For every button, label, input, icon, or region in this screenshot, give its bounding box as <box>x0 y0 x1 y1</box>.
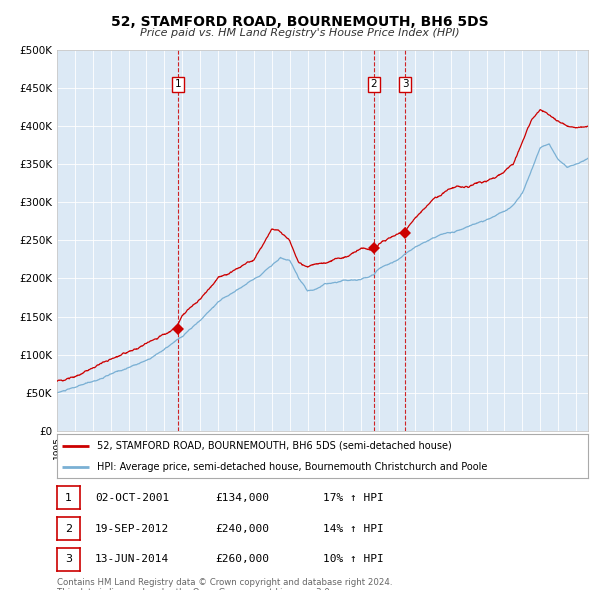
Text: Contains HM Land Registry data © Crown copyright and database right 2024.
This d: Contains HM Land Registry data © Crown c… <box>57 578 392 590</box>
Text: 1: 1 <box>175 80 181 90</box>
Text: 52, STAMFORD ROAD, BOURNEMOUTH, BH6 5DS (semi-detached house): 52, STAMFORD ROAD, BOURNEMOUTH, BH6 5DS … <box>97 441 452 451</box>
Text: 14% ↑ HPI: 14% ↑ HPI <box>323 524 383 533</box>
Text: 2: 2 <box>65 524 72 533</box>
Text: 3: 3 <box>402 80 409 90</box>
Text: 52, STAMFORD ROAD, BOURNEMOUTH, BH6 5DS: 52, STAMFORD ROAD, BOURNEMOUTH, BH6 5DS <box>111 15 489 29</box>
Text: 13-JUN-2014: 13-JUN-2014 <box>95 555 169 564</box>
Text: 1: 1 <box>65 493 72 503</box>
Text: 17% ↑ HPI: 17% ↑ HPI <box>323 493 383 503</box>
Text: £134,000: £134,000 <box>215 493 269 503</box>
Text: 19-SEP-2012: 19-SEP-2012 <box>95 524 169 533</box>
Text: Price paid vs. HM Land Registry's House Price Index (HPI): Price paid vs. HM Land Registry's House … <box>140 28 460 38</box>
Text: 10% ↑ HPI: 10% ↑ HPI <box>323 555 383 564</box>
Text: 02-OCT-2001: 02-OCT-2001 <box>95 493 169 503</box>
Text: 3: 3 <box>65 555 72 564</box>
Text: £240,000: £240,000 <box>215 524 269 533</box>
Text: £260,000: £260,000 <box>215 555 269 564</box>
Text: 2: 2 <box>371 80 377 90</box>
Text: HPI: Average price, semi-detached house, Bournemouth Christchurch and Poole: HPI: Average price, semi-detached house,… <box>97 462 487 472</box>
